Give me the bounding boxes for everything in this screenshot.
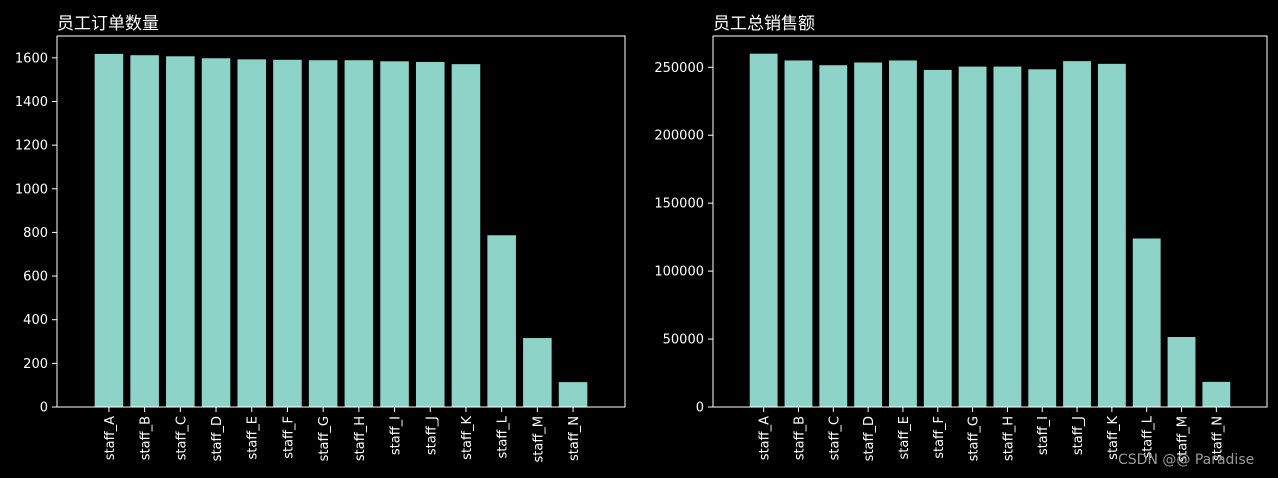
right-bar-staff_L xyxy=(1132,238,1161,407)
right-bar-staff_F xyxy=(923,69,952,407)
left-bar-staff_H xyxy=(344,60,374,407)
watermark: CSDN @@ Paradise xyxy=(1118,452,1255,468)
left-xtick-label-staff_E: staff_E xyxy=(246,416,261,460)
right-xtick-label-staff_E: staff_E xyxy=(897,416,912,460)
left-bar-staff_N xyxy=(558,382,588,407)
left-ytick-label-1200: 1200 xyxy=(15,139,48,154)
right-ytick-label-50000: 50000 xyxy=(663,333,704,348)
left-bar-staff_I xyxy=(380,61,409,407)
left-bar-staff_B xyxy=(130,55,159,407)
right-xtick-label-staff_L: staff_L xyxy=(1141,415,1156,458)
right-chart: 员工总销售额 staff_A staff_B staff_C staff_D staff_… xyxy=(654,14,1268,463)
right-bar-staff_B xyxy=(784,60,813,407)
left-ytick-label-1400: 1400 xyxy=(15,95,48,110)
left-bar-staff_K xyxy=(451,64,481,408)
left-bar-staff_J xyxy=(415,61,445,407)
right-xtick-label-staff_F: staff_F xyxy=(932,416,947,459)
left-bar-staff_L xyxy=(487,235,516,407)
left-bar-staff_A xyxy=(94,53,124,407)
right-xtick-label-staff_I: staff_I xyxy=(1036,416,1051,455)
right-ytick-label-250000: 250000 xyxy=(654,61,704,76)
left-xtick-label-staff_F: staff_F xyxy=(281,416,296,459)
left-plot-frame xyxy=(56,35,626,408)
left-xtick-label-staff_G: staff_G xyxy=(317,416,332,461)
right-bar-staff_E xyxy=(889,60,917,407)
left-ytick-label-200: 200 xyxy=(23,357,48,372)
left-ytick-label-800: 800 xyxy=(23,226,48,241)
right-ytick-label-100000: 100000 xyxy=(654,265,704,280)
left-bar-staff_D xyxy=(201,58,231,407)
left-ytick-label-1600: 1600 xyxy=(15,51,48,66)
left-bar-staff_M xyxy=(523,338,552,407)
right-bar-staff_K xyxy=(1097,63,1126,407)
right-ytick-label-150000: 150000 xyxy=(654,197,704,212)
left-xtick-label-staff_J: staff_J xyxy=(424,416,439,455)
left-xtick-label-staff_A: staff_A xyxy=(103,416,118,460)
right-ytick-label-200000: 200000 xyxy=(654,129,704,144)
right-bar-staff_C xyxy=(819,65,848,407)
left-xtick-label-staff_H: staff_H xyxy=(353,416,368,461)
left-ytick-label-0: 0 xyxy=(40,401,48,416)
right-xtick-label-staff_G: staff_G xyxy=(967,416,982,461)
right-bar-staff_H xyxy=(993,66,1022,408)
right-bar-staff_N xyxy=(1202,381,1231,407)
right-xtick-label-staff_H: staff_H xyxy=(1001,416,1016,461)
left-chart-title: 员工订单数量 xyxy=(57,14,159,34)
left-ytick-label-1000: 1000 xyxy=(15,182,48,197)
left-xtick-label-staff_B: staff_B xyxy=(139,416,154,460)
left-bar-staff_F xyxy=(273,59,302,407)
left-chart: 员工订单数量 staff_A staff_B staff_C staff_D staff_… xyxy=(15,14,626,463)
left-xtick-label-staff_N: staff_N xyxy=(567,416,582,461)
right-xtick-label-staff_M: staff_M xyxy=(1176,416,1191,463)
left-xtick-label-staff_C: staff_C xyxy=(174,416,189,460)
left-xtick-label-staff_I: staff_I xyxy=(389,416,404,455)
left-xtick-label-staff_L: staff_L xyxy=(496,415,511,458)
right-xtick-label-staff_C: staff_C xyxy=(827,416,842,460)
right-bar-staff_J xyxy=(1063,61,1091,408)
right-bar-staff_G xyxy=(958,66,987,408)
right-chart-title: 员工总销售额 xyxy=(713,14,815,34)
right-bar-staff_A xyxy=(749,53,778,408)
right-bar-staff_D xyxy=(854,62,883,407)
right-xtick-label-staff_K: staff_K xyxy=(1106,416,1121,460)
left-xtick-label-staff_M: staff_M xyxy=(531,416,546,463)
left-ytick-label-400: 400 xyxy=(23,313,48,328)
left-bar-staff_C xyxy=(166,56,195,407)
right-xtick-label-staff_J: staff_J xyxy=(1071,416,1086,455)
left-bar-staff_E xyxy=(237,59,267,408)
left-xtick-label-staff_K: staff_K xyxy=(460,416,475,460)
right-xtick-label-staff_N: staff_N xyxy=(1210,416,1225,461)
right-xtick-label-staff_B: staff_B xyxy=(792,416,807,460)
left-xtick-label-staff_D: staff_D xyxy=(210,416,225,461)
right-plot-frame xyxy=(712,35,1268,408)
left-bar-staff_G xyxy=(308,60,338,407)
right-ytick-label-0: 0 xyxy=(696,401,704,416)
left-ytick-label-600: 600 xyxy=(23,270,48,285)
right-bar-staff_I xyxy=(1028,69,1057,408)
right-xtick-label-staff_D: staff_D xyxy=(862,416,877,461)
right-xtick-label-staff_A: staff_A xyxy=(758,416,773,460)
right-bar-staff_M xyxy=(1167,337,1196,407)
